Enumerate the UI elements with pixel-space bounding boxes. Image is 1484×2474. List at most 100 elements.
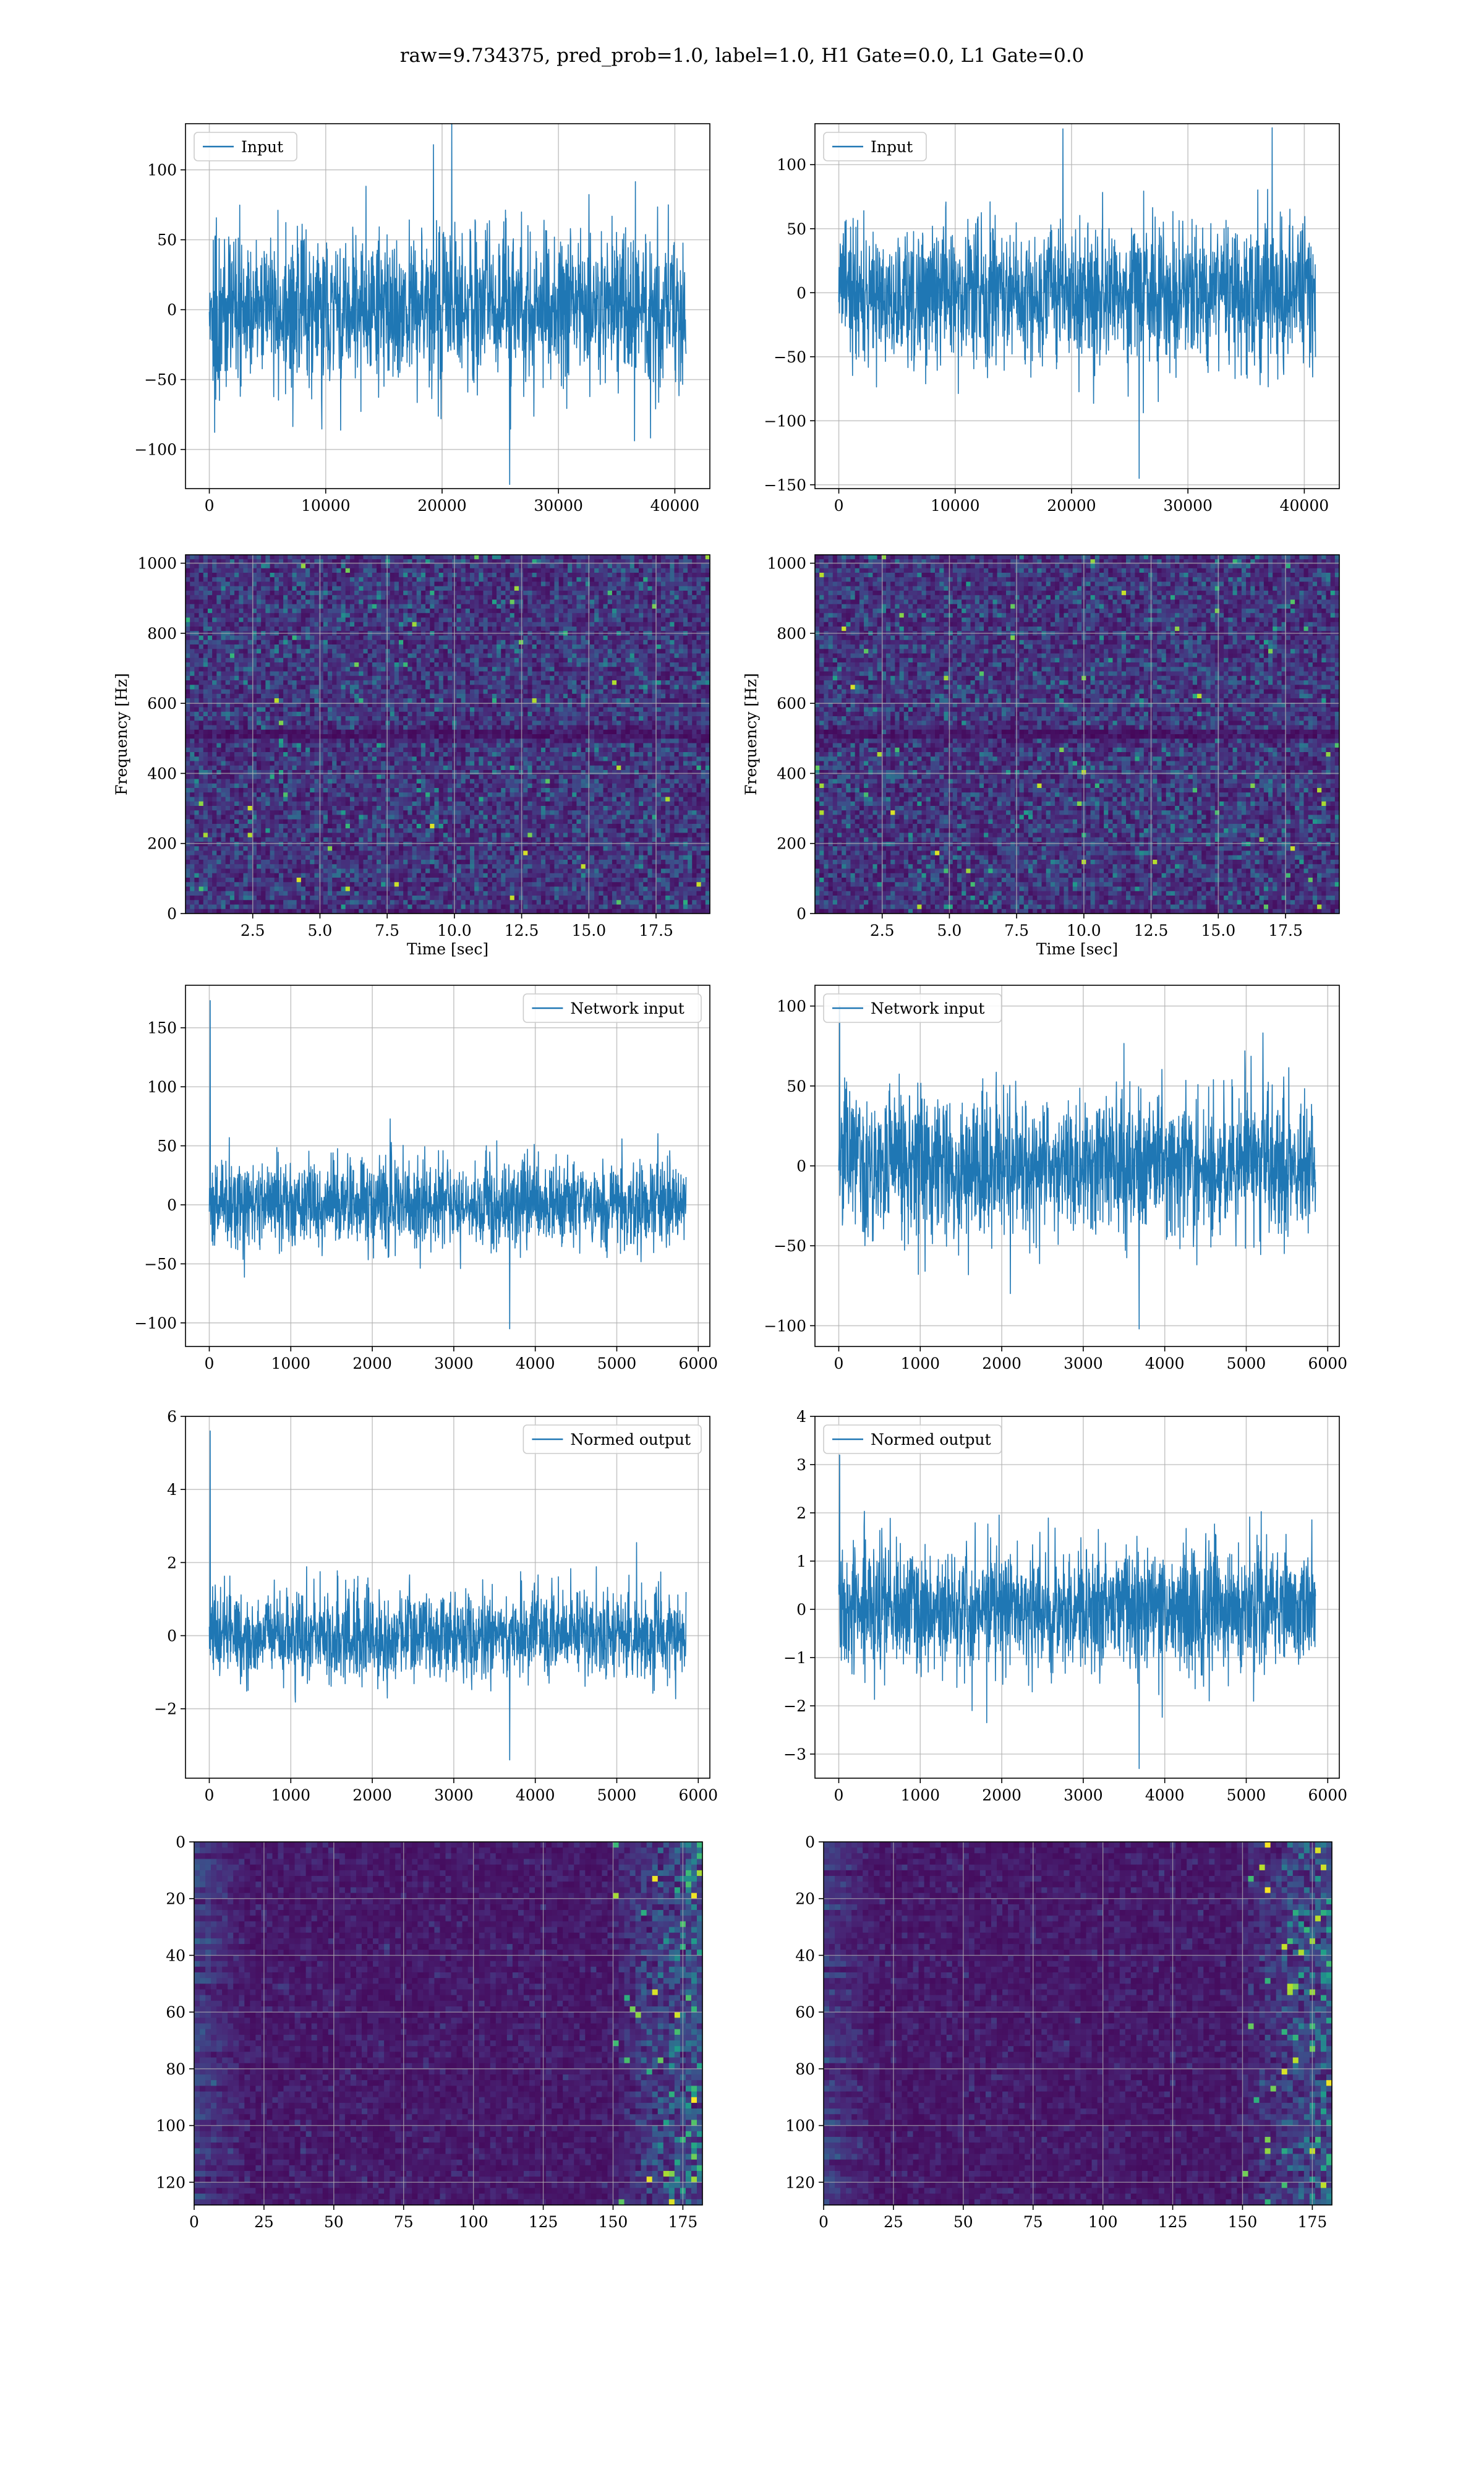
- spectrogram-cell: [461, 738, 466, 743]
- spectrogram-cell: [675, 698, 680, 703]
- spectrogram-cell: [456, 738, 461, 743]
- spectrogram-cell: [488, 568, 493, 573]
- spectrogram-cell: [675, 604, 680, 609]
- spectrogram-cell: [559, 604, 564, 609]
- spectrogram-cell: [359, 685, 364, 690]
- spectrogram-cell: [545, 644, 550, 649]
- spectrogram-cell: [563, 662, 568, 667]
- spectrogram-cell: [559, 662, 564, 667]
- spectrogram-cell: [301, 609, 306, 614]
- spectrogram-cell: [341, 613, 346, 618]
- spectrogram-cell: [381, 618, 386, 623]
- spectrogram-cell: [630, 672, 635, 677]
- spectrogram-cell: [194, 716, 199, 721]
- spectrogram-cell: [190, 726, 195, 730]
- spectrogram-cell: [368, 712, 373, 717]
- spectrogram-cell: [532, 712, 537, 717]
- spectrogram-cell: [310, 690, 315, 695]
- spectrogram-cell: [479, 627, 484, 631]
- spectrogram-cell: [270, 690, 275, 695]
- spectrogram-cell: [332, 618, 337, 623]
- spectrogram-cell: [234, 712, 239, 717]
- spectrogram-cell: [554, 708, 559, 713]
- spectrogram-cell: [696, 564, 701, 569]
- spectrogram-cell: [466, 676, 471, 681]
- spectrogram-cell: [194, 604, 199, 609]
- spectrogram-cell: [346, 555, 351, 560]
- spectrogram-cell: [346, 698, 351, 703]
- spectrogram-cell: [603, 568, 608, 573]
- spectrogram-cell: [665, 600, 670, 605]
- spectrogram-cell: [226, 685, 231, 690]
- spectrogram-cell: [688, 564, 693, 569]
- spectrogram-cell: [323, 564, 328, 569]
- spectrogram-cell: [665, 636, 670, 641]
- spectrogram-cell: [701, 658, 706, 663]
- spectrogram-cell: [448, 618, 453, 623]
- spectrogram-cell: [537, 672, 542, 677]
- spectrogram-cell: [616, 649, 621, 654]
- spectrogram-cell: [243, 591, 248, 596]
- spectrogram-cell: [407, 613, 412, 618]
- spectrogram-cell: [554, 649, 559, 654]
- spectrogram-cell: [545, 690, 550, 695]
- spectrogram-cell: [479, 591, 484, 596]
- spectrogram-cell: [501, 618, 506, 623]
- spectrogram-cell: [488, 667, 493, 672]
- spectrogram-cell: [625, 618, 630, 623]
- spectrogram-cell: [630, 564, 635, 569]
- spectrogram-cell: [399, 555, 404, 560]
- spectrogram-cell: [407, 667, 412, 672]
- spectrogram-cell: [292, 676, 297, 681]
- spectrogram-cell: [550, 690, 555, 695]
- spectrogram-cell: [194, 636, 199, 641]
- spectrogram-cell: [314, 690, 319, 695]
- spectrogram-cell: [559, 676, 564, 681]
- spectrogram-cell: [448, 586, 453, 591]
- spectrogram-cell: [421, 726, 426, 730]
- spectrogram-cell: [461, 586, 466, 591]
- spectrogram-cell: [474, 698, 479, 703]
- spectrogram-cell: [226, 568, 231, 573]
- spectrogram-cell: [190, 662, 195, 667]
- spectrogram-cell: [456, 604, 461, 609]
- spectrogram-cell: [216, 694, 221, 699]
- spectrogram-cell: [665, 591, 670, 596]
- spectrogram-cell: [505, 568, 510, 573]
- spectrogram-cell: [497, 577, 501, 582]
- spectrogram-cell: [301, 591, 306, 596]
- spectrogram-cell: [394, 672, 399, 677]
- spectrogram-cell: [532, 721, 537, 726]
- spectrogram-cell: [621, 712, 626, 717]
- spectrogram-cell: [403, 618, 408, 623]
- spectrogram-cell: [377, 582, 382, 587]
- spectrogram-cell: [545, 698, 550, 703]
- spectrogram-cell: [399, 712, 404, 717]
- spectrogram-cell: [332, 609, 337, 614]
- spectrogram-cell: [586, 667, 591, 672]
- spectrogram-cell: [434, 667, 439, 672]
- spectrogram-cell: [448, 672, 453, 677]
- spectrogram-cell: [328, 654, 333, 659]
- spectrogram-cell: [612, 568, 617, 573]
- spectrogram-cell: [554, 636, 559, 641]
- spectrogram-cell: [501, 573, 506, 578]
- spectrogram-cell: [261, 613, 266, 618]
- spectrogram-cell: [359, 609, 364, 614]
- spectrogram-cell: [545, 662, 550, 667]
- spectrogram-cell: [439, 627, 444, 631]
- spectrogram-cell: [305, 649, 310, 654]
- spectrogram-cell: [603, 680, 608, 685]
- spectrogram-cell: [226, 591, 231, 596]
- spectrogram-cell: [608, 716, 613, 721]
- spectrogram-cell: [363, 730, 368, 735]
- spectrogram-cell: [372, 734, 377, 739]
- spectrogram-cell: [527, 568, 532, 573]
- spectrogram-cell: [559, 640, 564, 645]
- spectrogram-cell: [212, 582, 217, 587]
- spectrogram-cell: [527, 595, 532, 600]
- spectrogram-cell: [461, 708, 466, 713]
- spectrogram-cell: [336, 573, 341, 578]
- spectrogram-cell: [270, 667, 275, 672]
- spectrogram-cell: [226, 690, 231, 695]
